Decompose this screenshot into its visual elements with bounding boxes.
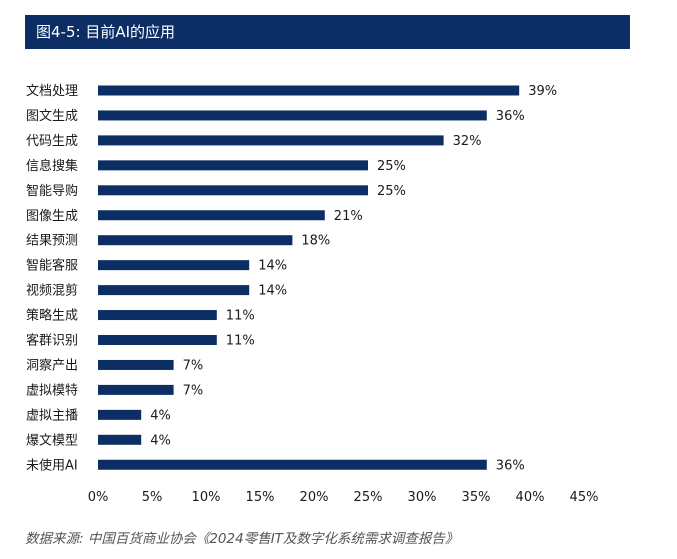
category-label: 信息搜集	[26, 158, 78, 174]
x-tick-label: 20%	[300, 490, 329, 505]
value-label: 18%	[301, 234, 330, 249]
category-label: 虚拟模特	[26, 383, 78, 398]
category-label: 策略生成	[26, 308, 78, 324]
bar-7	[98, 235, 293, 246]
value-label: 11%	[226, 309, 255, 324]
x-tick-label: 5%	[142, 490, 163, 505]
bar-11	[98, 335, 217, 345]
category-label: 智能导购	[26, 183, 78, 199]
source-note: 数据来源: 中国百货商业协会《2024零售IT及数字化系统需求调查报告》	[25, 531, 459, 547]
category-label: 爆文模型	[26, 433, 78, 448]
category-label: 虚拟主播	[26, 408, 78, 423]
category-label: 智能客服	[26, 258, 78, 274]
x-tick-label: 45%	[570, 490, 599, 505]
bar-15	[98, 434, 142, 445]
category-label: 代码生成	[26, 134, 78, 149]
value-label: 14%	[258, 259, 287, 274]
value-label: 21%	[334, 209, 363, 224]
bar-2	[98, 110, 487, 121]
bar-1	[98, 85, 520, 96]
value-label: 14%	[258, 284, 287, 299]
category-label: 未使用AI	[26, 457, 78, 473]
value-label: 36%	[496, 458, 525, 473]
bar-9	[98, 285, 250, 296]
value-label: 7%	[183, 358, 204, 373]
bar-10	[98, 310, 217, 321]
category-label: 结果预测	[26, 234, 78, 249]
value-label: 25%	[377, 159, 406, 174]
category-label: 客群识别	[26, 333, 78, 349]
chart-title-bar: 图4-5: 目前AI的应用	[25, 15, 630, 49]
category-label: 洞察产出	[26, 358, 78, 373]
x-tick-label: 40%	[516, 490, 545, 505]
value-label: 36%	[496, 109, 525, 124]
x-tick-label: 35%	[462, 490, 491, 505]
bar-5	[98, 185, 368, 196]
bar-4	[98, 160, 368, 171]
bar-14	[98, 409, 142, 420]
value-label: 25%	[377, 184, 406, 199]
bar-8	[98, 260, 250, 271]
bar-12	[98, 359, 174, 370]
bar-6	[98, 210, 325, 221]
chart-title: 图4-5: 目前AI的应用	[36, 23, 176, 41]
x-tick-label: 0%	[88, 490, 109, 505]
x-tick-label: 10%	[192, 490, 221, 505]
category-label: 图文生成	[26, 109, 78, 124]
category-label: 文档处理	[26, 84, 78, 99]
value-label: 7%	[183, 383, 204, 398]
value-label: 11%	[226, 334, 255, 349]
bar-13	[98, 384, 174, 395]
x-tick-label: 30%	[408, 490, 437, 505]
category-label: 视频混剪	[26, 283, 78, 299]
bar-16	[98, 459, 487, 470]
x-tick-label: 15%	[246, 490, 275, 505]
value-label: 39%	[528, 84, 557, 99]
value-label: 4%	[150, 433, 171, 448]
value-label: 4%	[150, 408, 171, 423]
value-label: 32%	[453, 134, 482, 149]
x-tick-label: 25%	[354, 490, 383, 505]
bar-3	[98, 135, 444, 146]
category-label: 图像生成	[26, 209, 78, 224]
